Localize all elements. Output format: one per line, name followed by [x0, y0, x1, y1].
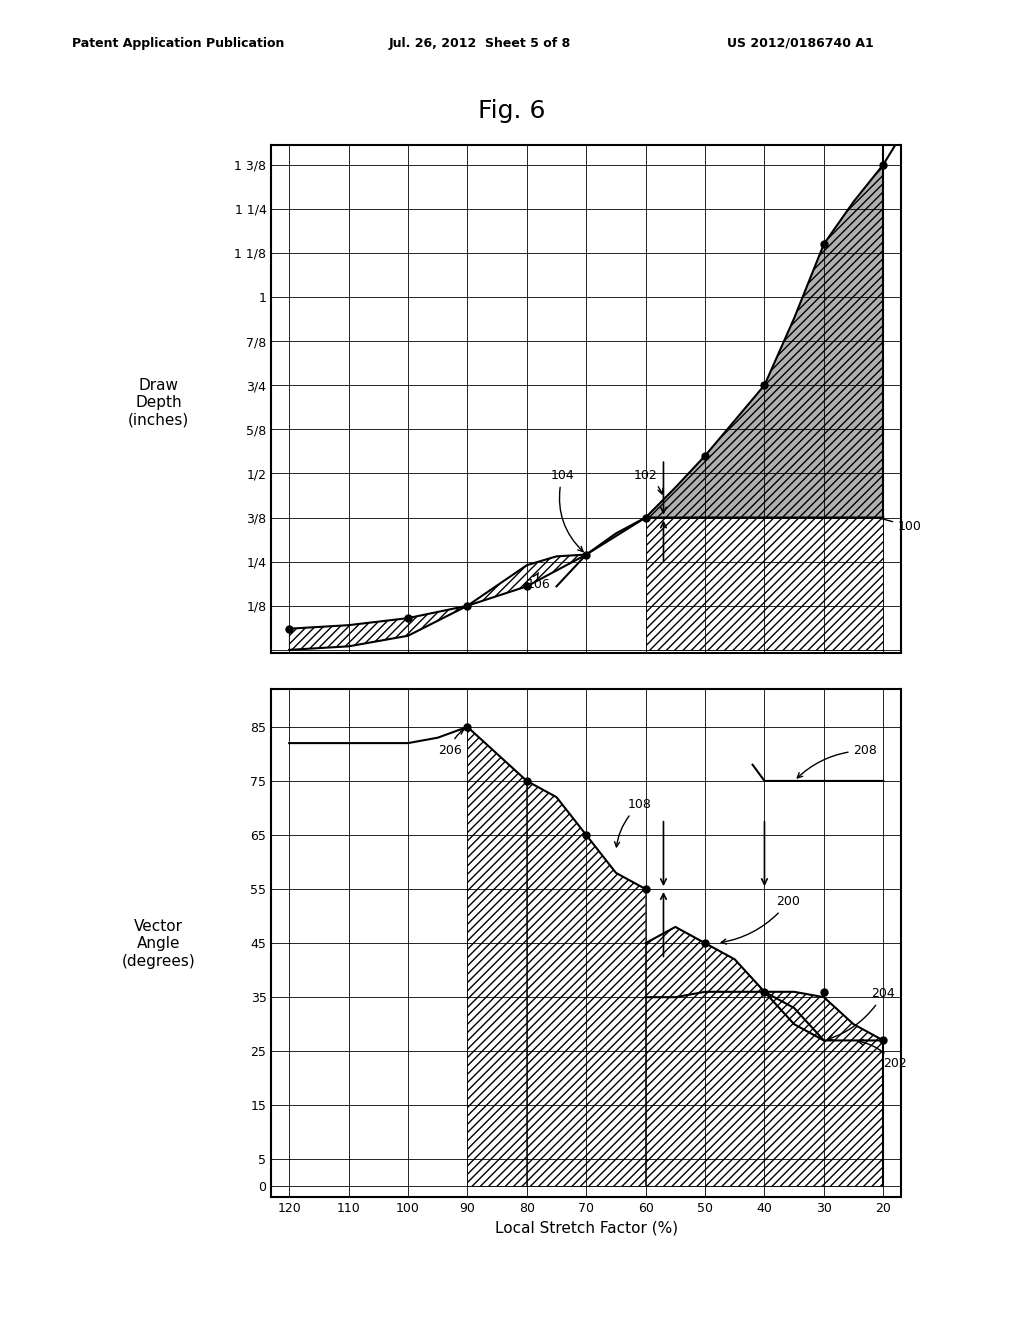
Text: 106: 106 [526, 573, 551, 591]
Text: 100: 100 [880, 519, 922, 533]
Text: 202: 202 [858, 1040, 907, 1071]
Text: Jul. 26, 2012  Sheet 5 of 8: Jul. 26, 2012 Sheet 5 of 8 [389, 37, 571, 50]
Text: 108: 108 [614, 799, 651, 847]
Text: 200: 200 [721, 895, 800, 944]
X-axis label: Local Stretch Factor (%): Local Stretch Factor (%) [495, 1221, 678, 1236]
Text: Patent Application Publication: Patent Application Publication [72, 37, 284, 50]
Text: Draw
Depth
(inches): Draw Depth (inches) [128, 378, 189, 428]
Text: 208: 208 [798, 744, 878, 777]
Text: Vector
Angle
(degrees): Vector Angle (degrees) [122, 919, 196, 969]
Text: 102: 102 [634, 469, 663, 494]
Text: US 2012/0186740 A1: US 2012/0186740 A1 [727, 37, 873, 50]
Text: 204: 204 [828, 987, 895, 1040]
Text: 206: 206 [437, 729, 464, 756]
Text: Fig. 6: Fig. 6 [478, 99, 546, 123]
Text: 104: 104 [551, 469, 583, 552]
